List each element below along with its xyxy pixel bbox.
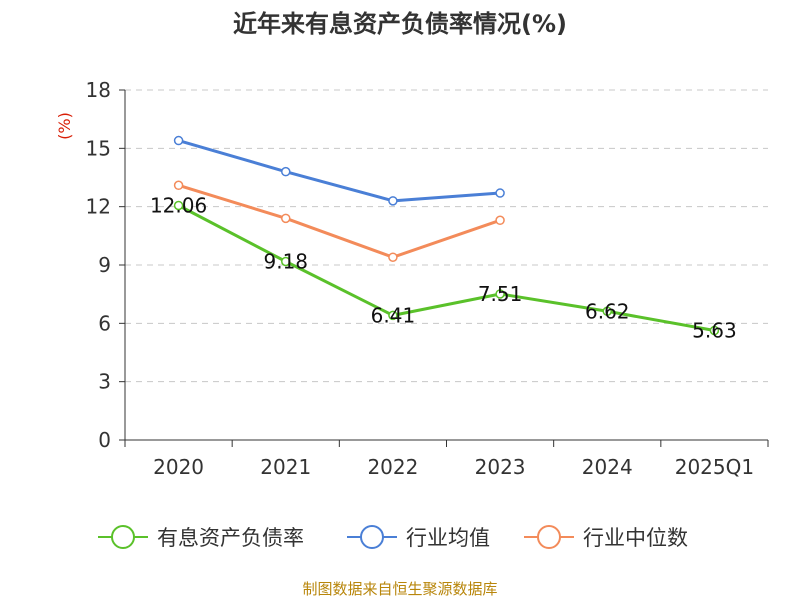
y-tick-label: 18 — [86, 78, 111, 102]
y-tick-label: 6 — [98, 311, 111, 335]
data-point — [173, 135, 184, 146]
data-point — [495, 188, 505, 198]
data-point — [388, 252, 398, 262]
legend-label: 有息资产负债率 — [157, 526, 304, 550]
data-point — [173, 180, 184, 191]
y-tick-label: 9 — [98, 253, 111, 277]
y-tick-label: 12 — [86, 195, 111, 219]
legend-swatch-marker — [360, 525, 384, 549]
legend-label: 行业中位数 — [583, 526, 688, 550]
y-axis-unit: (%) — [55, 112, 74, 140]
y-tick-label: 0 — [98, 428, 111, 452]
legend-swatch-marker — [537, 525, 561, 549]
data-point — [388, 310, 398, 321]
x-tick-label: 2024 — [582, 455, 633, 479]
data-point — [281, 166, 291, 177]
data-label: 9.18 — [263, 250, 308, 274]
legend-item[interactable]: 行业中位数 — [524, 525, 688, 550]
series-lines — [173, 135, 720, 336]
data-point — [495, 289, 505, 299]
source-note: 制图数据来自恒生聚源数据库 — [302, 580, 497, 598]
x-tick-label: 2020 — [153, 455, 204, 479]
data-point — [602, 306, 612, 317]
series-line — [178, 139, 501, 203]
data-label: 6.41 — [371, 303, 416, 327]
legend[interactable]: 有息资产负债率 行业均值 行业中位数 — [98, 525, 688, 550]
grid-lines — [125, 89, 768, 383]
data-label: 7.51 — [478, 282, 523, 306]
y-tick-label: 3 — [98, 370, 111, 394]
x-tick-label: 2022 — [367, 455, 418, 479]
data-point — [281, 213, 291, 224]
data-point — [495, 215, 505, 226]
data-labels: 12.06 9.18 6.41 7.51 6.62 5.63 — [150, 194, 737, 343]
data-label: 12.06 — [150, 194, 207, 218]
axes: 0 3 6 9 12 15 18 2020 2021 2022 2023 2024 2025Q1 — [86, 78, 769, 479]
y-tick-label: 15 — [86, 136, 111, 160]
legend-label: 行业均值 — [406, 526, 490, 550]
data-point — [388, 196, 398, 206]
x-tick-label: 2025Q1 — [675, 455, 754, 479]
x-tick-label: 2023 — [475, 455, 526, 479]
legend-item[interactable]: 行业均值 — [347, 525, 490, 550]
chart-title: 近年来有息资产负债率情况(%) — [233, 10, 567, 38]
legend-item[interactable]: 有息资产负债率 — [98, 525, 304, 550]
data-point — [281, 256, 291, 267]
x-tick-label: 2021 — [260, 455, 311, 479]
data-point — [709, 325, 720, 336]
series-line — [178, 183, 501, 259]
data-label: 5.63 — [692, 319, 737, 343]
series-line — [177, 204, 715, 333]
data-point — [173, 200, 184, 211]
data-label: 6.62 — [585, 299, 630, 323]
legend-swatch-marker — [111, 525, 135, 549]
